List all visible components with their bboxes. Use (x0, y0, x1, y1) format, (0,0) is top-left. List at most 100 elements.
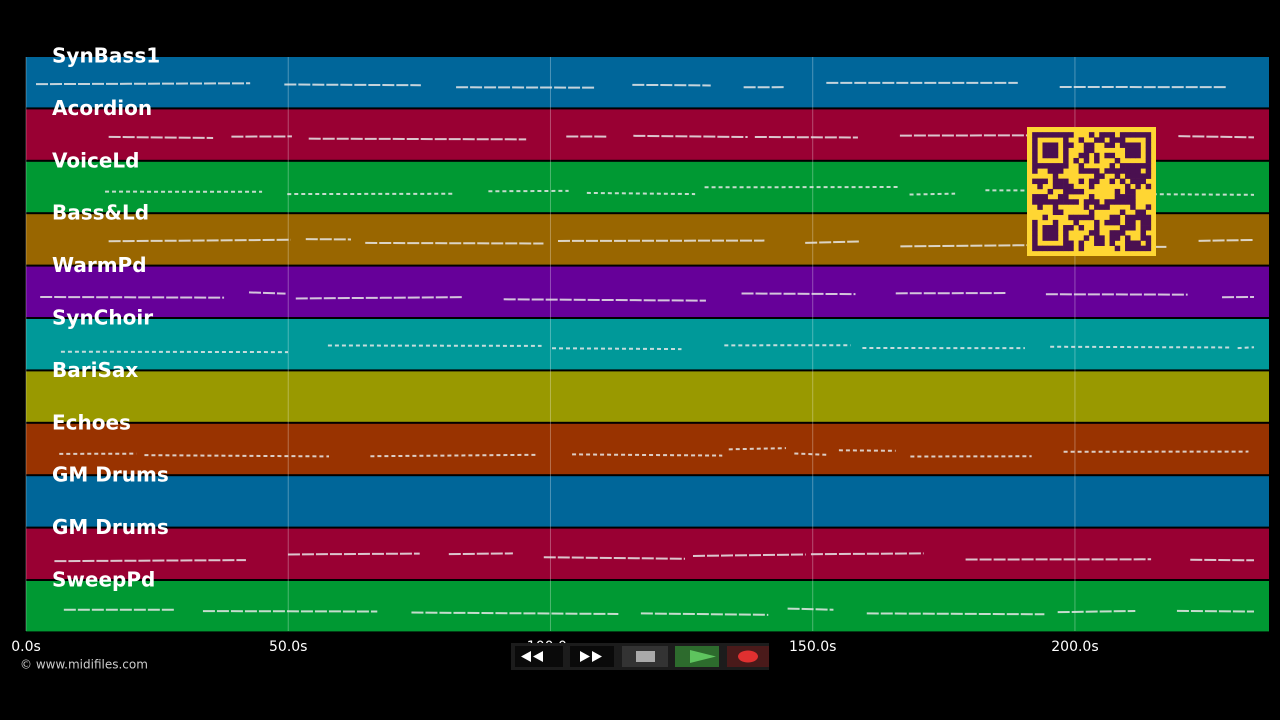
qr-module (1052, 173, 1059, 179)
track-name: Bass&Ld (52, 201, 149, 225)
qr-module (1052, 225, 1059, 231)
qr-module (1135, 240, 1141, 246)
qr-module (1130, 152, 1136, 159)
qr-module (1083, 152, 1090, 159)
qr-module (1125, 240, 1131, 246)
qr-module (1130, 214, 1136, 221)
qr-module (1104, 204, 1110, 210)
qr-module (1088, 147, 1095, 154)
qr-module (1078, 152, 1085, 159)
qr-module (1042, 132, 1048, 138)
qr-module (1078, 225, 1085, 231)
qr-module (1052, 163, 1059, 169)
note-trace (365, 241, 544, 245)
tick-label: 150.0s (789, 639, 836, 655)
note-trace (284, 83, 421, 87)
copyright: © www.midifiles.com (20, 658, 148, 672)
qr-module (1032, 240, 1038, 246)
qr-module (1047, 235, 1054, 241)
qr-module (1057, 194, 1064, 200)
qr-module (1145, 204, 1152, 210)
qr-module (1032, 157, 1038, 164)
qr-module (1052, 132, 1059, 138)
track-band (26, 266, 1269, 317)
qr-module (1052, 230, 1059, 236)
qr-module (1145, 147, 1152, 154)
qr-module (1125, 142, 1131, 148)
qr-module (1063, 163, 1069, 169)
note-trace (838, 449, 896, 452)
track-name: Acordion (52, 96, 152, 120)
note-trace (805, 240, 859, 244)
qr-module (1140, 235, 1146, 241)
qr-module (1052, 209, 1059, 216)
qr-module (1057, 245, 1064, 252)
forward-button[interactable] (570, 646, 614, 667)
qr-module (1047, 199, 1054, 205)
qr-module (1145, 219, 1152, 226)
qr-module (1057, 168, 1064, 174)
qr-module (1063, 178, 1069, 185)
qr-module (1109, 137, 1116, 143)
qr-module (1078, 240, 1085, 246)
qr-module (1125, 188, 1131, 195)
qr-module (1145, 137, 1152, 143)
qr-module (1109, 163, 1116, 169)
qr-module (1032, 168, 1038, 174)
qr-module (1042, 245, 1048, 252)
qr-module (1119, 137, 1126, 143)
qr-module (1063, 194, 1069, 200)
qr-module (1140, 173, 1146, 179)
qr-module (1063, 157, 1069, 164)
qr-module (1073, 219, 1079, 226)
stop-button[interactable] (622, 646, 668, 667)
qr-module (1145, 152, 1152, 159)
record-button[interactable] (727, 646, 769, 667)
qr-module (1125, 163, 1131, 169)
qr-module (1130, 245, 1136, 252)
qr-module (1140, 230, 1146, 236)
qr-module (1047, 152, 1054, 159)
qr-module (1140, 214, 1146, 221)
tick-label: 200.0s (1051, 639, 1098, 655)
qr-module (1037, 204, 1043, 210)
rewind-icon (521, 651, 543, 662)
play-button[interactable] (675, 646, 719, 667)
note-trace (108, 135, 214, 139)
qr-module (1032, 178, 1038, 185)
qr-module (1094, 157, 1100, 164)
qr-module (1042, 152, 1048, 159)
track-name: GM Drums (52, 463, 169, 487)
qr-module (1088, 214, 1095, 221)
note-trace (692, 553, 806, 557)
qr-module (1032, 137, 1038, 143)
qr-module (1083, 147, 1090, 154)
qr-module (1052, 147, 1059, 154)
qr-module (1032, 219, 1038, 226)
forward-icon (580, 651, 602, 662)
qr-module (1125, 199, 1131, 205)
note-trace (633, 134, 748, 139)
qr-module (1135, 214, 1141, 221)
qr-module (1037, 163, 1043, 169)
qr-module (1032, 199, 1038, 205)
tick-label: 0.0s (11, 639, 41, 655)
play-icon (690, 650, 716, 663)
qr-module (1119, 209, 1126, 216)
qr-module (1063, 147, 1069, 154)
track-band (26, 319, 1269, 370)
qr-module (1109, 214, 1116, 221)
qr-module (1140, 163, 1146, 169)
qr-module (1094, 235, 1100, 241)
rewind-button[interactable] (515, 646, 563, 667)
record-icon (738, 650, 758, 663)
qr-module (1047, 225, 1054, 231)
qr-module (1099, 235, 1105, 241)
qr-module (1104, 152, 1110, 159)
qr-module (1063, 188, 1069, 195)
qr-module (1088, 178, 1095, 185)
qr-module (1068, 245, 1074, 252)
qr-module (1125, 132, 1131, 138)
qr-module (1088, 194, 1095, 200)
qr-module (1135, 245, 1141, 252)
